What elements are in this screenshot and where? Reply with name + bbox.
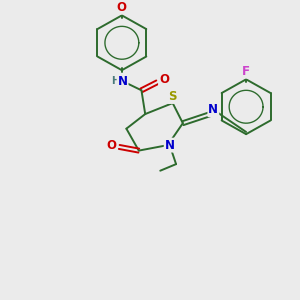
- Text: N: N: [208, 103, 218, 116]
- Text: N: N: [165, 139, 175, 152]
- Text: O: O: [159, 73, 169, 86]
- Text: O: O: [117, 1, 127, 14]
- Text: F: F: [242, 65, 250, 78]
- Text: H: H: [111, 76, 119, 86]
- Text: S: S: [168, 90, 177, 103]
- Text: N: N: [118, 75, 128, 88]
- Text: O: O: [107, 139, 117, 152]
